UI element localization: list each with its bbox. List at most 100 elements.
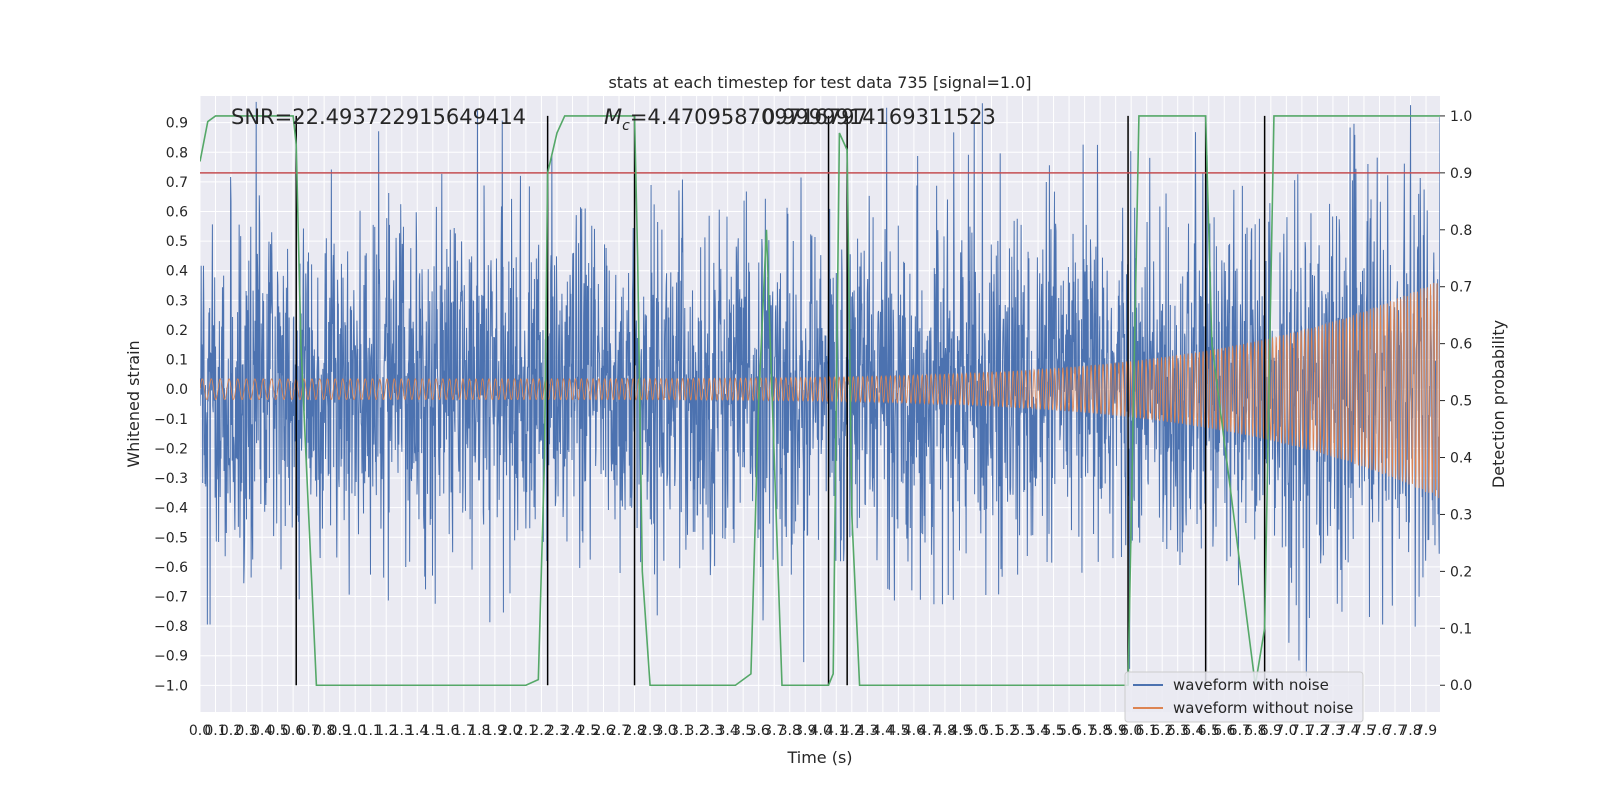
x-tick-label: 4.2	[841, 723, 863, 739]
y-tick-label: −0.2	[154, 441, 188, 457]
legend-box	[1124, 671, 1364, 723]
y2-tick-label: 0.1	[1450, 621, 1472, 637]
x-tick-label: 6.0	[1120, 723, 1142, 739]
x-tick-label: 1.6	[437, 723, 459, 739]
x-tick-label: 2.9	[639, 723, 661, 739]
x-tick-label: 5.3	[1011, 723, 1033, 739]
x-tick-label: 2.7	[608, 723, 630, 739]
y-tick-label: 0.6	[166, 205, 188, 221]
y2-tick-label: 1.0	[1450, 109, 1472, 125]
x-axis-ticks: 0.00.10.20.30.40.50.60.70.80.91.01.11.21…	[189, 723, 1437, 739]
event-lines	[295, 115, 1266, 686]
y-tick-label: −0.4	[154, 501, 188, 517]
y-tick-label: 0.7	[166, 175, 188, 191]
y2-axis-label: Detection probability	[1489, 320, 1508, 488]
x-tick-label: 5.7	[1073, 723, 1095, 739]
x-tick-label: 5.0	[965, 723, 987, 739]
y-tick-label: 0.0	[166, 382, 188, 398]
x-tick-label: 0.3	[235, 723, 257, 739]
x-tick-label: 3.6	[748, 723, 770, 739]
x-tick-label: 2.1	[515, 723, 537, 739]
y-tick-label: −0.3	[154, 471, 188, 487]
x-tick-label: 4.4	[872, 723, 894, 739]
x-tick-label: 2.8	[623, 723, 645, 739]
x-tick-label: 7.6	[1368, 723, 1390, 739]
x-tick-label: 1.2	[375, 723, 397, 739]
y-tick-label: 0.8	[166, 145, 188, 161]
x-tick-label: 6.5	[1198, 723, 1220, 739]
y-tick-label: −0.8	[154, 619, 188, 635]
x-tick-label: 4.8	[934, 723, 956, 739]
y-tick-label: 0.2	[166, 323, 188, 339]
y-tick-label: 0.1	[166, 353, 188, 369]
x-tick-label: 3.2	[685, 723, 707, 739]
y-tick-label: 0.5	[166, 234, 188, 250]
x-tick-label: 3.9	[794, 723, 816, 739]
y-tick-label: −1.0	[154, 678, 188, 694]
x-tick-label: 7.1	[1291, 723, 1313, 739]
series-waveform-without-noise	[200, 282, 1440, 499]
x-tick-label: 1.0	[344, 723, 366, 739]
x-tick-label: 4.1	[825, 723, 847, 739]
x-tick-label: 4.7	[918, 723, 940, 739]
x-tick-label: 5.6	[1058, 723, 1080, 739]
x-tick-label: 0.9	[329, 723, 351, 739]
x-tick-label: 0.8	[313, 723, 335, 739]
x-tick-label: 3.8	[779, 723, 801, 739]
snr-annotation: SNR=22.493722915649414	[231, 105, 526, 129]
mc-annotation: Mc=4.470958709716797	[604, 105, 868, 134]
x-tick-label: 0.2	[220, 723, 242, 739]
x-tick-label: 7.7	[1384, 723, 1406, 739]
chart-title: stats at each timestep for test data 735…	[608, 73, 1031, 92]
y2-tick-label: 0.2	[1450, 564, 1472, 580]
y2-tick-label: 0.4	[1450, 451, 1472, 467]
y2-tick-label: 0.5	[1450, 394, 1472, 410]
x-tick-label: 3.4	[717, 723, 739, 739]
x-tick-label: 0.6	[282, 723, 304, 739]
y-tick-label: 0.3	[166, 293, 188, 309]
y-tick-label: −0.6	[154, 560, 188, 576]
x-tick-label: 7.2	[1306, 723, 1328, 739]
x-tick-label: 6.1	[1136, 723, 1158, 739]
x-tick-label: 5.8	[1089, 723, 1111, 739]
x-tick-label: 1.1	[360, 723, 382, 739]
x-tick-label: 1.8	[468, 723, 490, 739]
y2-tick-label: 0.7	[1450, 280, 1472, 296]
overlap-annotation: 0.9999914169311523	[762, 105, 996, 129]
legend-label-noise: waveform with noise	[1173, 676, 1329, 694]
y-tick-label: −0.9	[154, 649, 188, 665]
x-tick-label: 1.9	[484, 723, 506, 739]
x-tick-label: 5.4	[1027, 723, 1049, 739]
y-axis-ticks: 0.9 0.8 0.7 0.6 0.5 0.4 0.3 0.2 0.1 0.0 −0.1 −0.2 −0…	[154, 116, 188, 695]
x-tick-label: 2.3	[546, 723, 568, 739]
y-tick-label: −0.5	[154, 530, 188, 546]
x-tick-label: 4.5	[887, 723, 909, 739]
y2-tick-label: 0.6	[1450, 337, 1472, 353]
x-tick-label: 4.6	[903, 723, 925, 739]
x-tick-label: 0.1	[204, 723, 226, 739]
x-tick-label: 7.4	[1337, 723, 1359, 739]
x-tick-label: 6.4	[1182, 723, 1204, 739]
x-tick-label: 7.0	[1275, 723, 1297, 739]
x-tick-label: 2.4	[561, 723, 583, 739]
x-tick-label: 5.9	[1105, 723, 1127, 739]
y-axis-label: Whitened strain	[124, 340, 143, 467]
x-tick-label: 0.5	[266, 723, 288, 739]
x-tick-label: 0.0	[189, 723, 211, 739]
x-tick-label: 2.5	[577, 723, 599, 739]
x-tick-label: 6.9	[1260, 723, 1282, 739]
y2-tick-label: 0.9	[1450, 166, 1472, 182]
x-axis-label: Time (s)	[786, 748, 852, 767]
x-tick-label: 3.1	[670, 723, 692, 739]
x-tick-label: 6.7	[1229, 723, 1251, 739]
x-tick-label: 4.0	[810, 723, 832, 739]
x-tick-label: 7.3	[1322, 723, 1344, 739]
x-tick-label: 0.7	[298, 723, 320, 739]
legend: waveform with noise waveform without noi…	[1124, 671, 1364, 723]
x-tick-label: 7.9	[1415, 723, 1437, 739]
x-tick-label: 4.3	[856, 723, 878, 739]
y2-axis-ticks: 1.0 0.9 0.8 0.7 0.6 0.5 0.4 0.3 0.2 0.1 0.0	[1440, 109, 1472, 694]
x-tick-label: 6.6	[1213, 723, 1235, 739]
y2-tick-label: 0.0	[1450, 678, 1472, 694]
